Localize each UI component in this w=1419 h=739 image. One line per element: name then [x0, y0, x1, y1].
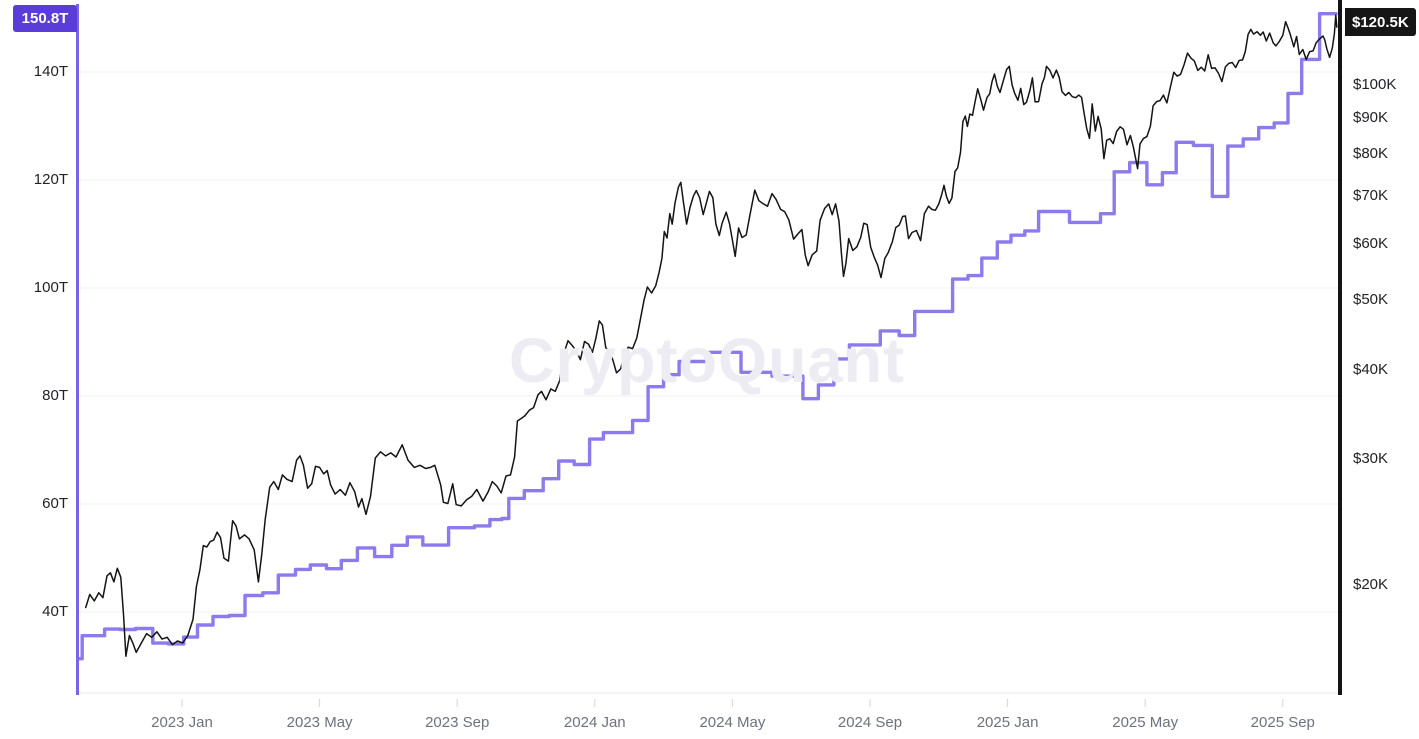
x-axis-tick-label: 2025 Jan	[976, 714, 1039, 731]
y-axis-right-tick-label: $20K	[1353, 576, 1389, 593]
x-axis-tick-label: 2025 Sep	[1250, 714, 1315, 731]
y-axis-right-tick-label: $50K	[1353, 291, 1389, 309]
y-axis-right-tick-label: $100K	[1353, 76, 1397, 93]
y-axis-right-tick-label: $90K	[1353, 108, 1389, 126]
x-axis-tick-label: 2023 May	[286, 714, 353, 731]
price-series-line[interactable]	[84, 14, 1338, 657]
y-axis-right-tick-label: $80K	[1353, 145, 1389, 163]
price-current-value-badge: $120.5K	[1345, 8, 1416, 36]
y-axis-left-tick-label: 100T	[33, 279, 68, 296]
x-axis-tick-label: 2025 May	[1112, 714, 1179, 731]
y-axis-left-tick-label: 140T	[33, 63, 68, 80]
y-axis-left-tick-label: 120T	[33, 171, 68, 188]
difficulty-series-line[interactable]	[77, 12, 1338, 661]
x-axis-tick-label: 2023 Sep	[425, 714, 490, 731]
y-axis-right-tick-label: $40K	[1353, 360, 1389, 378]
x-axis-tick-label: 2024 Sep	[837, 714, 903, 731]
x-axis-tick-label: 2023 Jan	[151, 714, 213, 731]
y-axis-right-tick-label: $30K	[1353, 450, 1389, 467]
y-axis-right-tick-label: $70K	[1353, 186, 1389, 204]
y-axis-left-tick-label: 80T	[42, 387, 68, 404]
y-axis-right-tick-label: $60K	[1353, 234, 1389, 252]
difficulty-current-value-badge: 150.8T	[13, 5, 77, 32]
x-axis-tick-label: 2024 May	[699, 714, 766, 731]
y-axis-left-tick-label: 40T	[42, 603, 68, 620]
y-axis-left-tick-label: 60T	[42, 495, 68, 512]
x-axis-tick-label: 2024 Jan	[563, 714, 626, 731]
